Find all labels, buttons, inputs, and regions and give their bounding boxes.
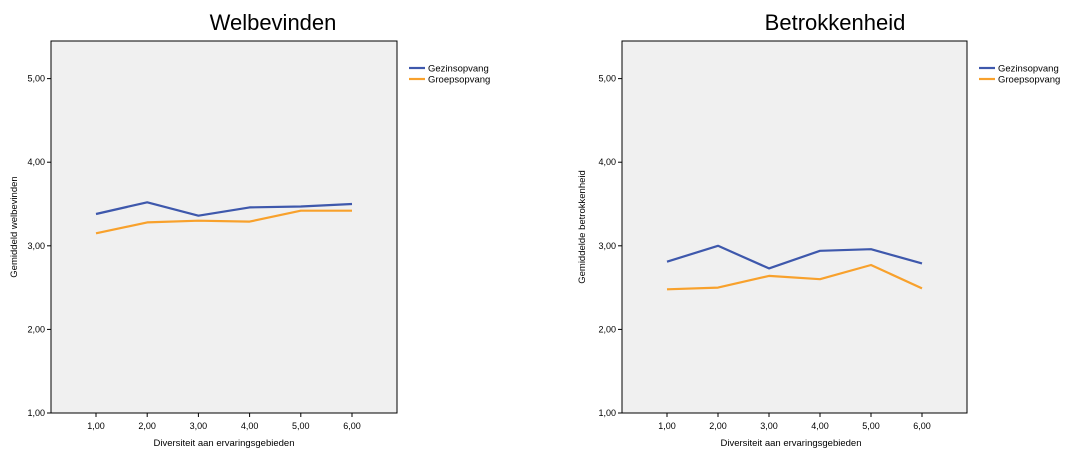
legend-label: Gezinsopvang: [998, 64, 1059, 75]
series-line-gezinsopvang: [95, 201, 353, 217]
chart-title: Betrokkenheid: [765, 10, 906, 35]
x-axis-title: Diversiteit aan ervaringsgebieden: [721, 438, 862, 449]
series-line-groepsopvang: [666, 263, 923, 291]
y-tick-label: 1,00: [598, 408, 616, 418]
x-tick-label: 3,00: [760, 421, 778, 431]
y-axis-title: Gemiddeld welbevinden: [9, 176, 20, 277]
y-tick-label: 2,00: [27, 324, 45, 334]
y-tick-label: 3,00: [598, 241, 616, 251]
x-tick-label: 2,00: [138, 421, 156, 431]
y-tick-label: 2,00: [598, 324, 616, 334]
series-line-groepsopvang: [95, 209, 352, 235]
legend-label: Groepsopvang: [428, 75, 490, 86]
y-tick-label: 5,00: [27, 74, 45, 84]
legend-label: Gezinsopvang: [428, 64, 489, 75]
y-axis: 1,00 2,00 3,00 4,00 5,00: [27, 74, 51, 418]
x-tick-label: 1,00: [87, 421, 105, 431]
chart-svg: Betrokkenheid 1,00 2,00 3,00 4,00 5,00 1,00 2…: [577, 10, 1060, 449]
x-axis: 1,00 2,00 3,00 4,00 5,00 6,00: [87, 413, 361, 431]
y-axis-title: Gemiddelde betrokkenheid: [577, 170, 588, 284]
x-axis: 1,00 2,00 3,00 4,00 5,00 6,00: [658, 413, 931, 431]
y-tick-label: 4,00: [27, 157, 45, 167]
x-tick-label: 3,00: [190, 421, 208, 431]
y-tick-label: 4,00: [598, 157, 616, 167]
x-tick-label: 5,00: [862, 421, 880, 431]
x-tick-label: 4,00: [811, 421, 829, 431]
y-axis: 1,00 2,00 3,00 4,00 5,00: [598, 74, 622, 418]
x-tick-label: 2,00: [709, 421, 727, 431]
x-axis-title: Diversiteit aan ervaringsgebieden: [154, 438, 295, 449]
chart-title: Welbevinden: [210, 10, 337, 35]
x-tick-label: 4,00: [241, 421, 259, 431]
series-lines: [666, 244, 923, 291]
y-tick-label: 3,00: [27, 241, 45, 251]
chart-betrokkenheid: Betrokkenheid 1,00 2,00 3,00 4,00 5,00 1,00 2…: [569, 0, 1067, 455]
series-line-gezinsopvang: [666, 244, 923, 270]
plot-area: [621, 40, 968, 414]
series-lines: [95, 201, 353, 235]
plot-area: [50, 40, 398, 414]
x-tick-label: 6,00: [913, 421, 931, 431]
x-tick-label: 5,00: [292, 421, 310, 431]
x-tick-label: 6,00: [343, 421, 361, 431]
chart-svg: Welbevinden 1,00 2,00 3,00 4,00 5,00 1,00 2,0…: [9, 10, 490, 449]
y-tick-label: 5,00: [598, 74, 616, 84]
chart-welbevinden: Welbevinden 1,00 2,00 3,00 4,00 5,00 1,00 2,0…: [0, 0, 533, 455]
x-tick-label: 1,00: [658, 421, 676, 431]
y-tick-label: 1,00: [27, 408, 45, 418]
legend-label: Groepsopvang: [998, 75, 1060, 86]
